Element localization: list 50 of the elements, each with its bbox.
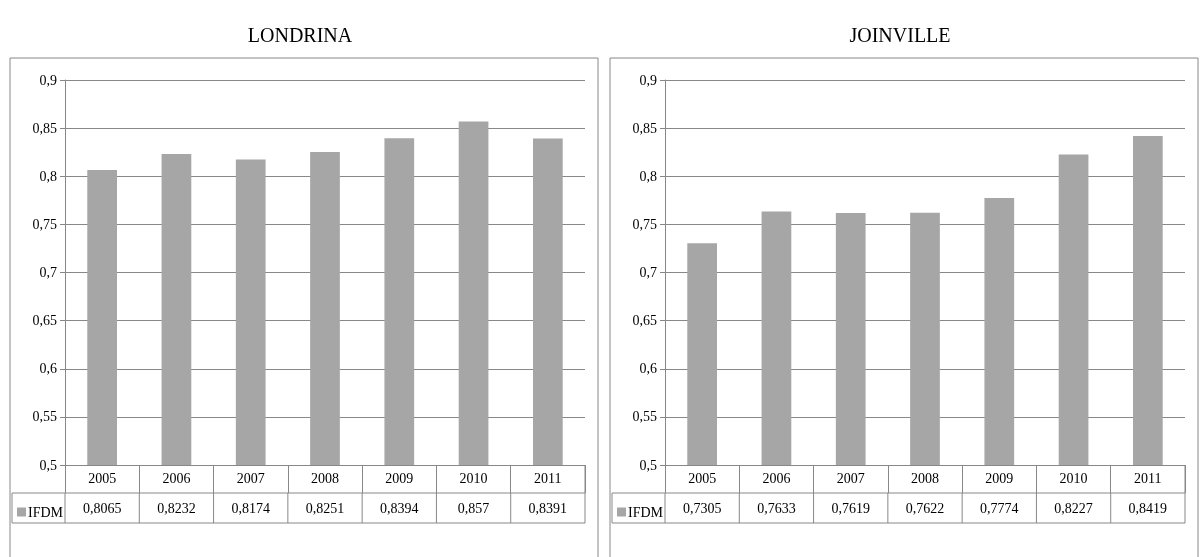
x-tick-label: 2005 (688, 470, 717, 486)
data-label: 0,7633 (757, 500, 796, 516)
x-tick-label: 2010 (1059, 470, 1088, 486)
y-tick-label: 0,75 (632, 216, 657, 232)
x-tick-label: 2007 (236, 470, 265, 486)
data-label: 0,7305 (682, 500, 722, 516)
data-label: 0,8227 (1054, 500, 1093, 516)
y-tick-label: 0,75 (32, 216, 57, 232)
data-label: 0,857 (457, 500, 490, 516)
data-label: 0,8232 (157, 500, 196, 516)
x-tick-label: 2007 (836, 470, 865, 486)
data-label: 0,7622 (905, 500, 945, 516)
y-tick-label: 0,9 (39, 72, 57, 88)
data-label: 0,8251 (305, 500, 345, 516)
y-tick-label: 0,6 (39, 361, 57, 377)
y-tick-label: 0,7 (639, 265, 657, 280)
data-label: 0,7774 (980, 500, 1019, 516)
y-tick-label: 0,5 (39, 457, 57, 473)
x-tick-label: 2006 (162, 470, 191, 486)
y-tick-label: 0,55 (32, 409, 57, 425)
legend-label: IFDM (628, 504, 664, 520)
y-tick-label: 0,5 (639, 457, 657, 473)
x-tick-label: 2008 (911, 470, 939, 486)
y-tick-label: 0,8 (39, 168, 57, 184)
y-tick-label: 0,9 (639, 72, 657, 88)
x-tick-label: 2011 (534, 470, 562, 486)
x-tick-label: 2011 (1134, 470, 1162, 486)
data-label: 0,8065 (82, 500, 122, 516)
x-tick-label: 2009 (385, 470, 414, 486)
y-tick-label: 0,65 (632, 313, 657, 329)
data-label: 0,8419 (1128, 500, 1168, 516)
chart-title: JOINVILLE (849, 24, 951, 46)
y-tick-label: 0,7 (39, 265, 57, 280)
x-tick-label: 2010 (459, 470, 488, 486)
y-tick-label: 0,85 (32, 120, 57, 136)
x-tick-label: 2005 (88, 470, 117, 486)
chart-title: LONDRINA (247, 24, 353, 46)
y-tick-label: 0,8 (639, 168, 657, 184)
legend-label: IFDM (28, 504, 64, 520)
y-tick-label: 0,65 (32, 313, 57, 329)
data-label: 0,8391 (528, 500, 568, 516)
x-tick-label: 2006 (762, 470, 791, 486)
data-label: 0,8394 (380, 500, 419, 516)
y-tick-label: 0,55 (632, 409, 657, 425)
y-tick-label: 0,85 (632, 120, 657, 136)
x-tick-label: 2008 (311, 470, 339, 486)
y-tick-label: 0,6 (639, 361, 657, 377)
data-label: 0,8174 (231, 500, 270, 516)
data-label: 0,7619 (831, 500, 870, 516)
x-tick-label: 2009 (985, 470, 1014, 486)
